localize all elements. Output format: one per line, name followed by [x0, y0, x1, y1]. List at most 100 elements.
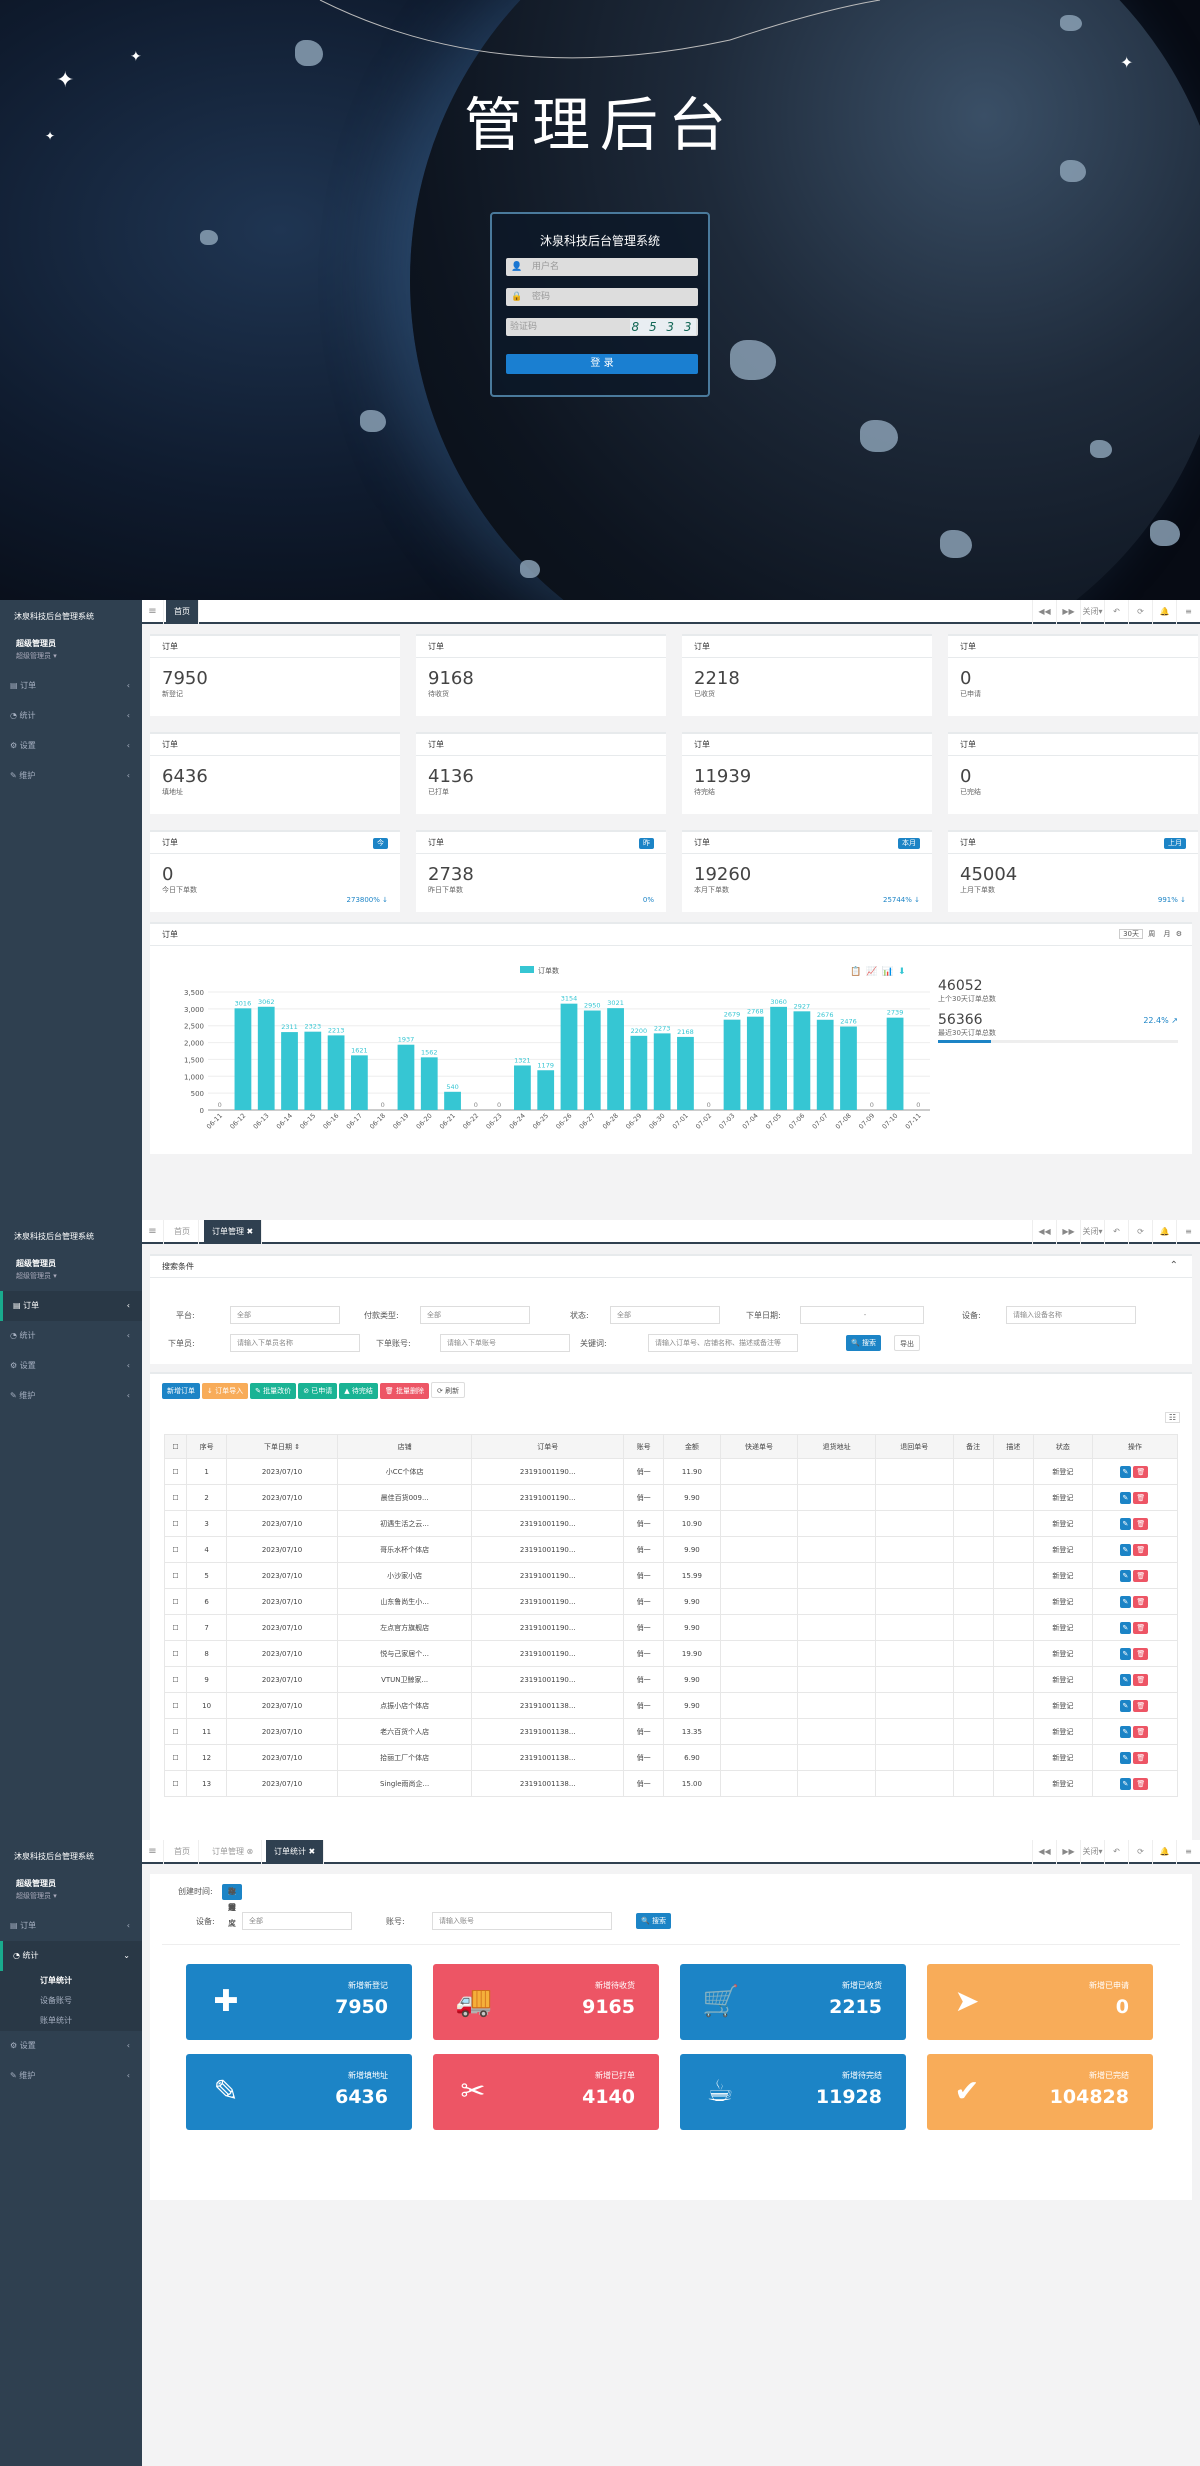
close-tabs-menu[interactable]: 关闭▾: [1080, 1840, 1104, 1864]
column-header[interactable]: 序号: [185, 1434, 228, 1459]
menu-toggle-icon[interactable]: ≡: [142, 600, 164, 624]
table-row[interactable]: ☐ 13 2023/07/10 Single雨尚企... 23191001138... 俏…: [164, 1770, 1178, 1797]
keyword-input[interactable]: 请输入订单号、店铺名称、描述或备注等: [648, 1334, 798, 1352]
time-filter[interactable]: 本季度: [228, 1887, 236, 1928]
menu-toggle-icon[interactable]: ≡: [142, 1840, 164, 1864]
export-button[interactable]: 导出: [894, 1335, 920, 1351]
nav-settings[interactable]: ⚙ 设置 ‹: [0, 731, 142, 761]
chart-tool-icon[interactable]: 📋: [850, 965, 861, 977]
notification-icon[interactable]: 🔔: [1152, 1220, 1176, 1244]
close-tabs-menu[interactable]: 关闭▾: [1080, 1220, 1104, 1244]
paytype-select[interactable]: 全部: [420, 1306, 530, 1324]
table-row[interactable]: ☐ 9 2023/07/10 VTUN卫鲸家... 23191001190... 俏一 9.…: [164, 1666, 1178, 1693]
table-row[interactable]: ☐ 11 2023/07/10 老六百货个人店 23191001138... 俏一 13.3…: [164, 1718, 1178, 1745]
column-header[interactable]: 备注: [952, 1434, 994, 1459]
back-icon[interactable]: ↶: [1104, 1840, 1128, 1864]
row-checkbox[interactable]: ☐: [164, 1614, 187, 1641]
nav-settings[interactable]: ⚙ 设置 ‹: [0, 2031, 142, 2061]
settings-icon[interactable]: ⚙: [1175, 930, 1182, 938]
menu-icon[interactable]: ≡: [1176, 1840, 1200, 1864]
notification-icon[interactable]: 🔔: [1152, 1840, 1176, 1864]
delete-icon[interactable]: 🗑: [1133, 1517, 1149, 1530]
row-checkbox[interactable]: ☐: [164, 1510, 187, 1537]
delete-icon[interactable]: 🗑: [1133, 1673, 1149, 1686]
nav-maintenance[interactable]: ✎ 维护 ‹: [0, 2061, 142, 2091]
edit-icon[interactable]: ✎: [1119, 1647, 1132, 1660]
captcha-image[interactable]: 8 5 3 3: [630, 319, 696, 335]
batch-delete-button[interactable]: 🗑 批量删除: [379, 1383, 430, 1399]
nav-maintenance[interactable]: ✎ 维护 ‹: [0, 1381, 142, 1411]
table-row[interactable]: ☐ 6 2023/07/10 山东鲁尚生小... 23191001190... 俏一 9.9…: [164, 1588, 1178, 1615]
nav-orders[interactable]: ▤ 订单 ‹: [0, 671, 142, 701]
edit-icon[interactable]: ✎: [1119, 1699, 1132, 1712]
table-row[interactable]: ☐ 3 2023/07/10 初遇生活之云... 23191001190... 俏一 10.…: [164, 1510, 1178, 1537]
edit-icon[interactable]: ✎: [1119, 1595, 1132, 1608]
table-row[interactable]: ☐ 4 2023/07/10 哥乐水杯个体店 23191001190... 俏一 9.90 新…: [164, 1536, 1178, 1563]
row-checkbox[interactable]: ☐: [164, 1562, 187, 1589]
table-row[interactable]: ☐ 7 2023/07/10 左点官方旗舰店 23191001190... 俏一 9.90 新…: [164, 1614, 1178, 1641]
refresh-icon[interactable]: ⟳: [1128, 1220, 1152, 1244]
chart-tool-icon[interactable]: 📈: [866, 965, 877, 977]
delete-icon[interactable]: 🗑: [1133, 1751, 1149, 1764]
edit-icon[interactable]: ✎: [1119, 1465, 1132, 1478]
nav-settings[interactable]: ⚙ 设置 ‹: [0, 1351, 142, 1381]
menu-icon[interactable]: ≡: [1176, 1220, 1200, 1244]
column-header[interactable]: 操作: [1091, 1434, 1178, 1459]
row-checkbox[interactable]: ☐: [164, 1744, 187, 1771]
platform-select[interactable]: 全部: [230, 1306, 340, 1324]
prev-tab-icon[interactable]: ◀◀: [1032, 600, 1056, 624]
next-tab-icon[interactable]: ▶▶: [1056, 600, 1080, 624]
edit-icon[interactable]: ✎: [1119, 1777, 1132, 1790]
columns-toggle-icon[interactable]: ☷: [1164, 1412, 1180, 1423]
password-field[interactable]: 🔒 密码: [506, 288, 698, 306]
delete-icon[interactable]: 🗑: [1133, 1543, 1149, 1556]
user-profile[interactable]: 超级管理员 超级管理员 ▾: [16, 639, 57, 660]
column-header[interactable]: 快递单号: [719, 1434, 799, 1459]
username-field[interactable]: 👤 用户名: [506, 258, 698, 276]
range-30d[interactable]: 30天: [1119, 929, 1144, 939]
time-filter[interactable]: 今天: [228, 1887, 236, 1912]
collapse-icon[interactable]: ⌃: [1169, 1260, 1178, 1271]
close-tabs-menu[interactable]: 关闭▾: [1080, 600, 1104, 624]
edit-icon[interactable]: ✎: [1119, 1543, 1132, 1556]
prev-tab-icon[interactable]: ◀◀: [1032, 1840, 1056, 1864]
edit-icon[interactable]: ✎: [1119, 1673, 1132, 1686]
subnav-bill-stats[interactable]: 账单统计: [0, 2011, 142, 2031]
tab-orders[interactable]: 订单管理 ✖: [204, 1220, 263, 1244]
table-row[interactable]: ☐ 2 2023/07/10 晨佳百货009... 23191001190... 俏一 9.…: [164, 1484, 1178, 1511]
row-checkbox[interactable]: ☐: [164, 1640, 187, 1667]
time-filter[interactable]: 本周: [228, 1887, 236, 1912]
applied-button[interactable]: ⊘ 已申请: [298, 1383, 338, 1399]
column-header[interactable]: 金额: [663, 1434, 721, 1459]
column-header[interactable]: 描述: [992, 1434, 1034, 1459]
next-tab-icon[interactable]: ▶▶: [1056, 1840, 1080, 1864]
range-month[interactable]: 月: [1163, 930, 1171, 938]
pending-finish-button[interactable]: ▲ 待完结: [339, 1383, 378, 1399]
delete-icon[interactable]: 🗑: [1133, 1465, 1149, 1478]
delete-icon[interactable]: 🗑: [1133, 1621, 1149, 1634]
time-filter[interactable]: 全部: [222, 1884, 242, 1912]
chart-tool-icon[interactable]: 📊: [882, 965, 893, 977]
table-row[interactable]: ☐ 12 2023/07/10 拾丽工厂个体店 23191001138... 俏一 6.90…: [164, 1744, 1178, 1771]
delete-icon[interactable]: 🗑: [1133, 1595, 1149, 1608]
device-input[interactable]: 请输入设备名称: [1006, 1306, 1136, 1324]
close-icon[interactable]: ⊗: [246, 1847, 254, 1856]
prev-tab-icon[interactable]: ◀◀: [1032, 1220, 1056, 1244]
row-checkbox[interactable]: ☐: [164, 1770, 187, 1797]
row-checkbox[interactable]: ☐: [164, 1692, 187, 1719]
date-range-input[interactable]: -: [800, 1306, 924, 1324]
add-order-button[interactable]: 新增订单: [162, 1383, 200, 1399]
search-button[interactable]: 🔍 搜索: [636, 1913, 671, 1929]
row-checkbox[interactable]: ☐: [164, 1588, 187, 1615]
next-tab-icon[interactable]: ▶▶: [1056, 1220, 1080, 1244]
edit-icon[interactable]: ✎: [1119, 1751, 1132, 1764]
table-row[interactable]: ☐ 5 2023/07/10 小沙家小店 23191001190... 俏一 15.99 新登…: [164, 1562, 1178, 1589]
nav-orders[interactable]: ▤ 订单 ‹: [0, 1911, 142, 1941]
menu-toggle-icon[interactable]: ≡: [142, 1220, 164, 1244]
edit-icon[interactable]: ✎: [1119, 1491, 1132, 1504]
close-icon[interactable]: ✖: [308, 1847, 316, 1856]
row-checkbox[interactable]: ☐: [164, 1718, 187, 1745]
tab-orders[interactable]: 订单管理 ⊗: [204, 1840, 263, 1864]
edit-icon[interactable]: ✎: [1119, 1621, 1132, 1634]
table-row[interactable]: ☐ 10 2023/07/10 点振小店个体店 23191001138... 俏一 9.90…: [164, 1692, 1178, 1719]
